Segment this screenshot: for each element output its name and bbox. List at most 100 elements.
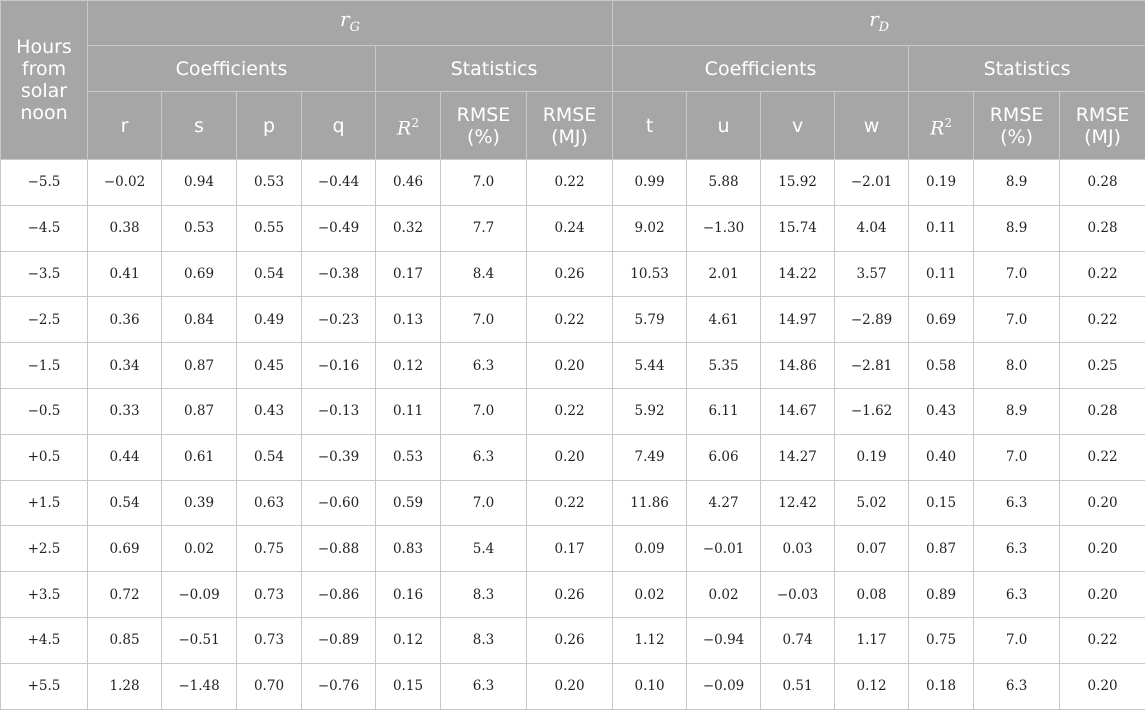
col-header-rd-r2: R2 [909, 92, 974, 160]
cell-rg-rmse-pct: 6.3 [441, 343, 527, 389]
cell-rd-rmse-mj: 0.20 [1060, 572, 1145, 618]
cell-hours: +5.5 [1, 663, 88, 709]
cell-r: −0.02 [88, 160, 162, 206]
rd-group-header: rD [613, 1, 1145, 46]
cell-rd-rmse-pct: 8.9 [974, 160, 1060, 206]
rg-coefficients-header: Coefficients [88, 46, 376, 92]
cell-q: −0.86 [302, 572, 376, 618]
cell-rd-rmse-pct: 6.3 [974, 526, 1060, 572]
cell-rd-r2: 0.58 [909, 343, 974, 389]
cell-v: 0.03 [761, 526, 835, 572]
cell-r: 0.33 [88, 388, 162, 434]
cell-u: −1.30 [687, 205, 761, 251]
cell-rd-r2: 0.69 [909, 297, 974, 343]
cell-w: 0.19 [835, 434, 909, 480]
cell-r: 0.85 [88, 617, 162, 663]
cell-p: 0.73 [237, 617, 302, 663]
cell-u: −0.01 [687, 526, 761, 572]
cell-t: 0.02 [613, 572, 687, 618]
cell-t: 10.53 [613, 251, 687, 297]
cell-t: 5.44 [613, 343, 687, 389]
cell-v: 15.74 [761, 205, 835, 251]
cell-rg-rmse-mj: 0.26 [527, 617, 613, 663]
cell-w: 0.07 [835, 526, 909, 572]
cell-u: 4.61 [687, 297, 761, 343]
cell-rd-r2: 0.15 [909, 480, 974, 526]
cell-v: 14.27 [761, 434, 835, 480]
cell-s: −0.51 [162, 617, 237, 663]
cell-t: 0.09 [613, 526, 687, 572]
table-header: Hours from solar noon rG rD Coefficients… [1, 1, 1145, 160]
cell-rd-r2: 0.43 [909, 388, 974, 434]
cell-rd-rmse-pct: 6.3 [974, 480, 1060, 526]
col-header-s: s [162, 92, 237, 160]
cell-hours: −3.5 [1, 251, 88, 297]
cell-r: 0.44 [88, 434, 162, 480]
cell-v: 0.51 [761, 663, 835, 709]
col-header-rg-rmse-mj: RMSE(MJ) [527, 92, 613, 160]
cell-rg-rmse-mj: 0.24 [527, 205, 613, 251]
cell-hours: −4.5 [1, 205, 88, 251]
cell-rg-r2: 0.46 [376, 160, 441, 206]
cell-s: 0.39 [162, 480, 237, 526]
cell-t: 9.02 [613, 205, 687, 251]
cell-t: 0.10 [613, 663, 687, 709]
hours-header: Hours from solar noon [1, 1, 88, 160]
cell-rd-rmse-pct: 6.3 [974, 572, 1060, 618]
cell-s: 0.53 [162, 205, 237, 251]
rd-statistics-header: Statistics [909, 46, 1145, 92]
cell-hours: −2.5 [1, 297, 88, 343]
cell-rg-rmse-mj: 0.22 [527, 297, 613, 343]
cell-rd-r2: 0.18 [909, 663, 974, 709]
rg-group-header: rG [88, 1, 613, 46]
cell-u: 5.88 [687, 160, 761, 206]
cell-rg-r2: 0.12 [376, 343, 441, 389]
cell-hours: +3.5 [1, 572, 88, 618]
col-header-rd-rmse-mj: RMSE(MJ) [1060, 92, 1145, 160]
cell-w: −2.89 [835, 297, 909, 343]
cell-rg-r2: 0.15 [376, 663, 441, 709]
cell-v: −0.03 [761, 572, 835, 618]
cell-s: 0.02 [162, 526, 237, 572]
col-header-rg-r2: R2 [376, 92, 441, 160]
cell-t: 11.86 [613, 480, 687, 526]
cell-hours: −0.5 [1, 388, 88, 434]
cell-p: 0.45 [237, 343, 302, 389]
cell-u: 0.02 [687, 572, 761, 618]
cell-t: 1.12 [613, 617, 687, 663]
cell-rg-r2: 0.59 [376, 480, 441, 526]
cell-hours: −5.5 [1, 160, 88, 206]
cell-w: 3.57 [835, 251, 909, 297]
cell-p: 0.54 [237, 434, 302, 480]
cell-q: −0.76 [302, 663, 376, 709]
cell-rg-rmse-mj: 0.22 [527, 160, 613, 206]
cell-p: 0.75 [237, 526, 302, 572]
cell-rg-rmse-pct: 8.3 [441, 572, 527, 618]
cell-rg-rmse-pct: 5.4 [441, 526, 527, 572]
cell-s: 0.61 [162, 434, 237, 480]
cell-rg-r2: 0.11 [376, 388, 441, 434]
cell-w: 1.17 [835, 617, 909, 663]
cell-rd-r2: 0.40 [909, 434, 974, 480]
cell-rd-rmse-mj: 0.22 [1060, 297, 1145, 343]
cell-rd-r2: 0.75 [909, 617, 974, 663]
cell-rd-r2: 0.87 [909, 526, 974, 572]
cell-v: 0.74 [761, 617, 835, 663]
cell-u: 6.06 [687, 434, 761, 480]
cell-rd-rmse-mj: 0.25 [1060, 343, 1145, 389]
cell-rd-rmse-mj: 0.22 [1060, 434, 1145, 480]
cell-t: 0.99 [613, 160, 687, 206]
cell-q: −0.23 [302, 297, 376, 343]
cell-rg-rmse-mj: 0.17 [527, 526, 613, 572]
cell-rd-rmse-mj: 0.22 [1060, 251, 1145, 297]
cell-hours: +1.5 [1, 480, 88, 526]
cell-p: 0.55 [237, 205, 302, 251]
cell-u: 4.27 [687, 480, 761, 526]
cell-q: −0.88 [302, 526, 376, 572]
